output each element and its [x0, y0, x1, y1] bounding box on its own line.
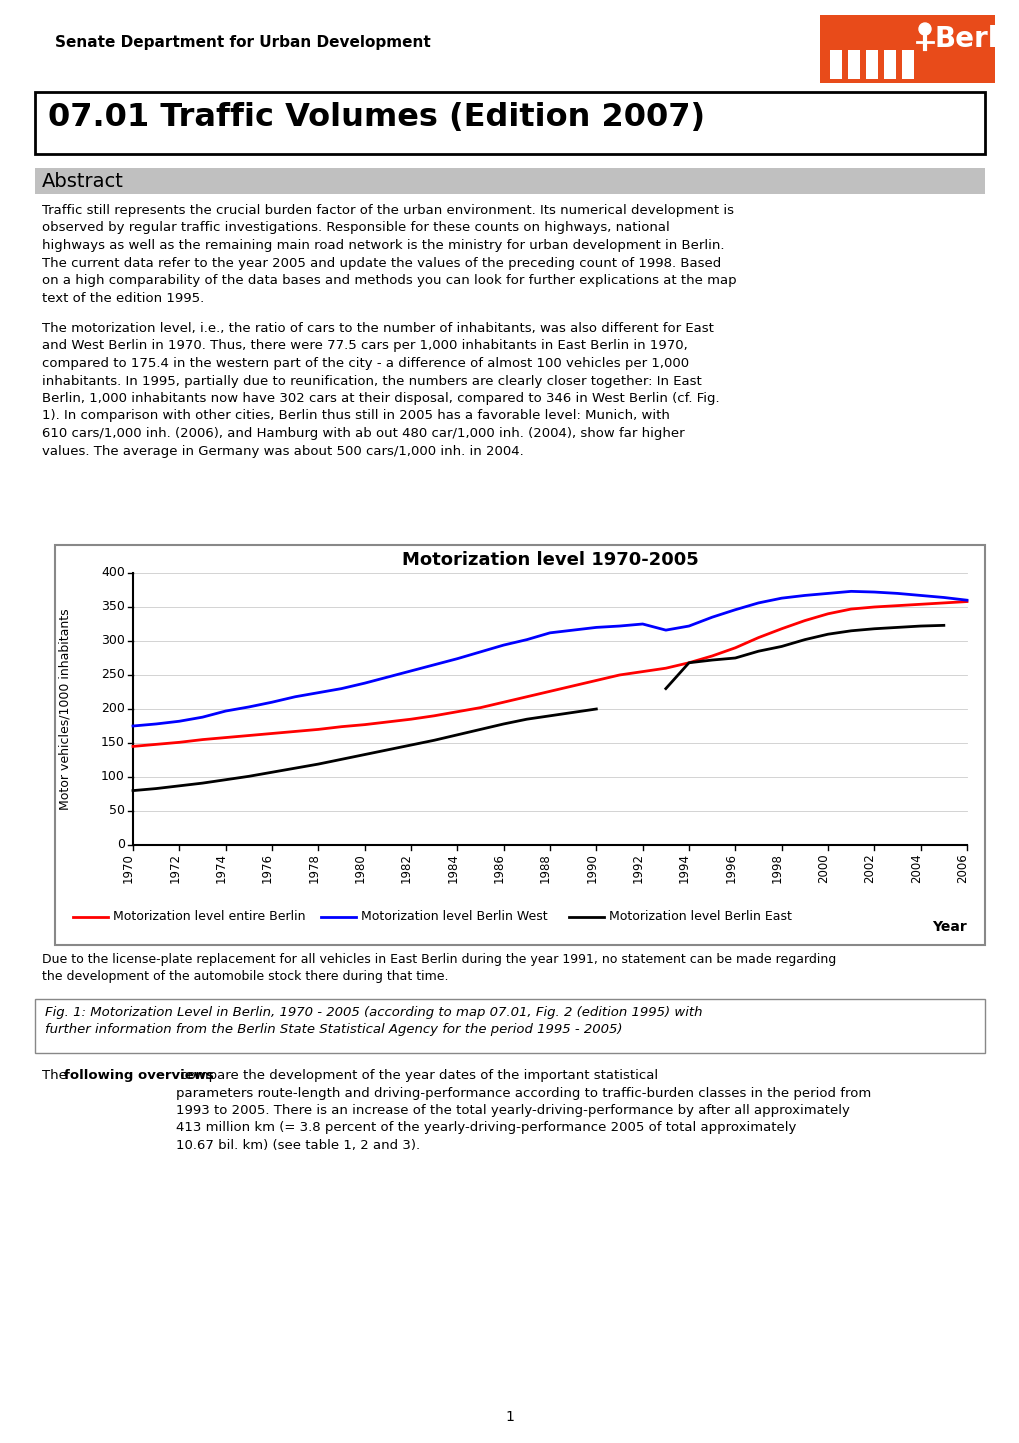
Text: Year: Year [931, 921, 966, 934]
Text: 2006: 2006 [955, 853, 968, 883]
Text: 1980: 1980 [354, 853, 366, 883]
Text: Traffic still represents the crucial burden factor of the urban environment. Its: Traffic still represents the crucial bur… [42, 203, 736, 304]
FancyBboxPatch shape [819, 14, 994, 84]
Text: Fig. 1: Motorization Level in Berlin, 1970 - 2005 (according to map 07.01, Fig. : Fig. 1: Motorization Level in Berlin, 19… [45, 1006, 702, 1036]
Text: Motor vehicles/1000 inhabitants: Motor vehicles/1000 inhabitants [58, 608, 71, 810]
Text: 1992: 1992 [631, 853, 644, 883]
Text: compare the development of the year dates of the important statistical
parameter: compare the development of the year date… [176, 1069, 870, 1152]
Text: 2002: 2002 [862, 853, 875, 883]
Circle shape [918, 23, 930, 35]
Text: 400: 400 [101, 567, 125, 580]
Text: 1976: 1976 [261, 853, 274, 883]
Text: The motorization level, i.e., the ratio of cars to the number of inhabitants, wa: The motorization level, i.e., the ratio … [42, 322, 719, 457]
FancyBboxPatch shape [829, 51, 841, 79]
Text: 200: 200 [101, 703, 125, 716]
FancyBboxPatch shape [55, 545, 984, 945]
Text: 1984: 1984 [446, 853, 459, 883]
Text: following overviews: following overviews [64, 1069, 214, 1082]
Text: Abstract: Abstract [42, 172, 123, 190]
Text: Motorization level Berlin East: Motorization level Berlin East [608, 911, 791, 924]
Text: 0: 0 [117, 838, 125, 851]
Text: Motorization level 1970-2005: Motorization level 1970-2005 [401, 551, 698, 569]
FancyBboxPatch shape [883, 51, 895, 79]
Text: 2000: 2000 [816, 853, 829, 883]
Text: 1994: 1994 [678, 853, 690, 883]
FancyBboxPatch shape [35, 999, 984, 1053]
Text: 1996: 1996 [723, 853, 737, 883]
FancyBboxPatch shape [847, 51, 859, 79]
Text: 50: 50 [109, 805, 125, 818]
Text: 1990: 1990 [585, 853, 598, 883]
Text: 100: 100 [101, 771, 125, 784]
Text: 300: 300 [101, 635, 125, 648]
Text: Motorization level Berlin West: Motorization level Berlin West [361, 911, 547, 924]
Text: 07.01 Traffic Volumes (Edition 2007): 07.01 Traffic Volumes (Edition 2007) [48, 102, 704, 133]
Text: The: The [42, 1069, 71, 1082]
FancyBboxPatch shape [35, 92, 984, 154]
Text: 1988: 1988 [538, 853, 551, 883]
FancyBboxPatch shape [35, 167, 984, 193]
Text: Due to the license-plate replacement for all vehicles in East Berlin during the : Due to the license-plate replacement for… [42, 952, 836, 983]
Text: 1972: 1972 [168, 853, 181, 883]
Text: 1: 1 [505, 1410, 514, 1424]
Text: 1982: 1982 [399, 853, 413, 883]
Text: Senate Department for Urban Development: Senate Department for Urban Development [55, 35, 430, 51]
Text: Berlin: Berlin [934, 25, 1019, 53]
Text: 250: 250 [101, 668, 125, 681]
FancyBboxPatch shape [901, 51, 913, 79]
Text: 350: 350 [101, 600, 125, 613]
Text: 1978: 1978 [307, 853, 320, 883]
Text: Motorization level entire Berlin: Motorization level entire Berlin [113, 911, 306, 924]
Text: 150: 150 [101, 736, 125, 749]
Text: 1998: 1998 [770, 853, 783, 883]
Text: 1974: 1974 [214, 853, 227, 883]
Text: 1970: 1970 [122, 853, 135, 883]
Text: 2004: 2004 [909, 853, 922, 883]
FancyBboxPatch shape [865, 51, 877, 79]
Text: 1986: 1986 [492, 853, 505, 883]
